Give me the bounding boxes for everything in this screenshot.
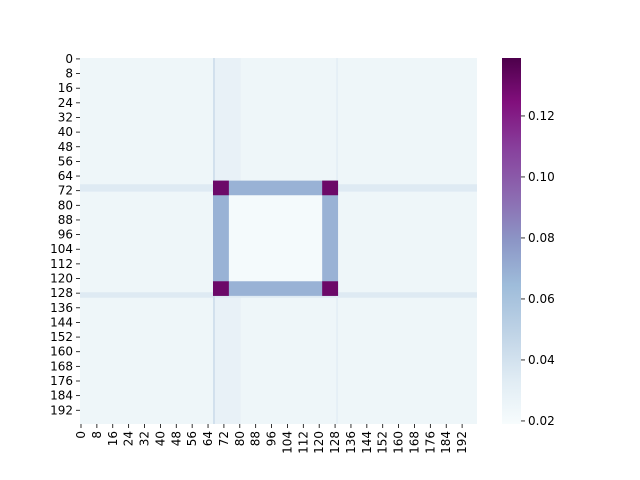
colorbar-tick-label: 0.10 — [528, 170, 555, 184]
colorbar — [502, 58, 521, 424]
x-tick-label: 144 — [360, 431, 374, 454]
square-corner-bottom-right — [322, 281, 339, 296]
y-tick-label: 96 — [58, 228, 73, 242]
y-tick-label: 136 — [50, 301, 73, 315]
square-corner-top-right — [322, 180, 339, 196]
y-tick-label: 168 — [50, 359, 73, 373]
y-tick-label: 24 — [58, 96, 73, 110]
y-axis-ticks: 0816243240485664728088961041121201281361… — [50, 52, 80, 417]
x-tick-label: 168 — [407, 431, 421, 454]
x-tick-label: 48 — [169, 431, 183, 446]
y-tick-label: 72 — [58, 184, 73, 198]
y-tick-label: 40 — [58, 125, 73, 139]
square-edge-right — [322, 180, 339, 296]
colorbar-tick-label: 0.08 — [528, 231, 555, 245]
x-tick-label: 112 — [296, 431, 310, 454]
square-corner-bottom-left — [212, 281, 229, 296]
x-tick-label: 128 — [328, 431, 342, 454]
y-tick-label: 80 — [58, 198, 73, 212]
y-tick-label: 56 — [58, 154, 73, 168]
x-tick-label: 0 — [74, 431, 88, 439]
y-tick-label: 104 — [50, 242, 73, 256]
x-tick-label: 8 — [90, 431, 104, 439]
y-tick-label: 88 — [58, 213, 73, 227]
x-tick-label: 24 — [122, 431, 136, 446]
y-tick-label: 112 — [50, 257, 73, 271]
square-interior — [212, 180, 339, 296]
x-tick-label: 72 — [217, 431, 231, 446]
x-tick-label: 120 — [312, 431, 326, 454]
x-tick-label: 152 — [376, 431, 390, 454]
y-tick-label: 128 — [50, 286, 73, 300]
y-tick-label: 16 — [58, 81, 73, 95]
x-tick-label: 40 — [153, 431, 167, 446]
colorbar-tick-label: 0.04 — [528, 353, 555, 367]
colorbar-tick-label: 0.02 — [528, 414, 555, 428]
x-tick-label: 96 — [265, 431, 279, 446]
y-tick-label: 176 — [50, 374, 73, 388]
x-tick-label: 192 — [455, 431, 469, 454]
y-tick-label: 120 — [50, 272, 73, 286]
x-tick-label: 80 — [233, 431, 247, 446]
square-edge-top — [212, 180, 339, 196]
y-tick-label: 64 — [58, 169, 73, 183]
x-tick-label: 32 — [138, 431, 152, 446]
x-tick-label: 64 — [201, 431, 215, 446]
y-tick-label: 0 — [65, 52, 73, 66]
y-tick-label: 48 — [58, 140, 73, 154]
x-tick-label: 16 — [106, 431, 120, 446]
square-edge-bottom — [212, 281, 339, 296]
colorbar-tick-label: 0.06 — [528, 292, 555, 306]
y-tick-label: 144 — [50, 315, 73, 329]
x-axis-ticks: 0 8 16 24 32 40 48 56 64 72 80 88 96 104 112 120 128 136 1… — [74, 424, 469, 454]
x-tick-label: 136 — [344, 431, 358, 454]
colorbar-ticks: 0.02 0.04 0.06 0.08 0.10 0.12 — [521, 109, 555, 428]
y-tick-label: 8 — [65, 67, 73, 81]
y-tick-label: 160 — [50, 345, 73, 359]
y-tick-label: 184 — [50, 389, 73, 403]
y-tick-label: 152 — [50, 330, 73, 344]
colorbar-tick-label: 0.12 — [528, 109, 555, 123]
square-corner-top-left — [212, 180, 229, 196]
x-tick-label: 176 — [423, 431, 437, 454]
y-tick-label: 32 — [58, 110, 73, 124]
x-tick-label: 160 — [392, 431, 406, 454]
y-tick-label: 192 — [50, 403, 73, 417]
square-edge-left — [212, 180, 229, 296]
x-tick-label: 56 — [185, 431, 199, 446]
x-tick-label: 184 — [439, 431, 453, 454]
x-tick-label: 104 — [280, 431, 294, 454]
x-tick-label: 88 — [249, 431, 263, 446]
heatmap-area — [80, 58, 477, 424]
